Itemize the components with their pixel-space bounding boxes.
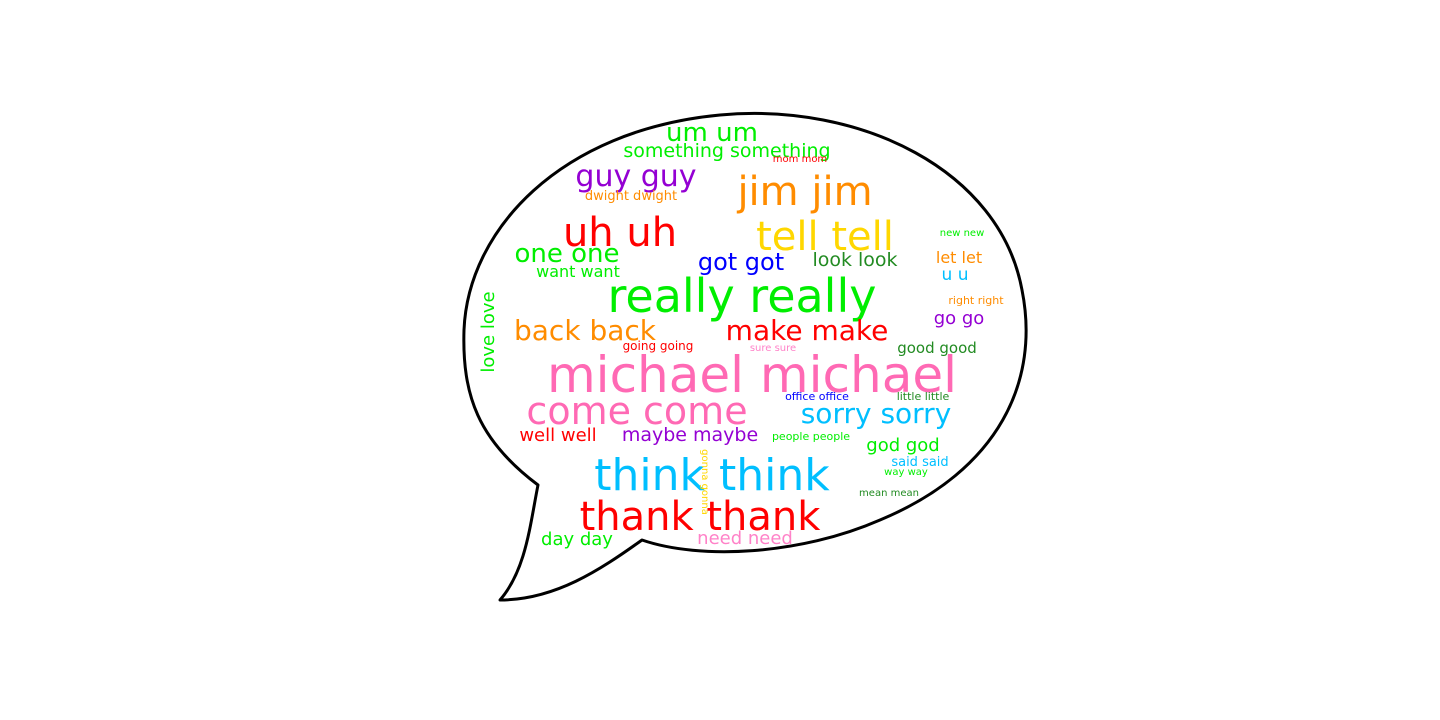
word-love: love love: [478, 291, 499, 372]
speech-bubble-outline: [462, 111, 1028, 602]
word-good: good good: [897, 339, 977, 357]
word-want: want want: [536, 262, 620, 281]
word-mean: mean mean: [859, 488, 919, 499]
word-sorry: sorry sorry: [801, 397, 952, 430]
word-way: way way: [884, 467, 928, 478]
word-one: one one: [514, 239, 619, 269]
word-jim: jim jim: [736, 169, 872, 215]
word-well: well well: [519, 425, 596, 446]
word-new: new new: [940, 228, 985, 239]
word-u: u u: [942, 265, 969, 285]
word-going: going going: [623, 339, 694, 353]
word-day: day day: [541, 529, 613, 550]
word-let: let let: [936, 248, 982, 267]
word-um: um um: [666, 118, 758, 148]
word-guy: guy guy: [575, 159, 696, 194]
word-got: got got: [698, 248, 784, 276]
word-michael: michael michael: [547, 346, 957, 404]
word-make: make make: [726, 314, 889, 347]
word-back: back back: [514, 314, 657, 347]
word-really: really really: [608, 269, 877, 323]
word-people: people people: [772, 430, 850, 443]
word-think: think think: [594, 450, 830, 501]
word-office: office office: [785, 390, 849, 403]
word-said: said said: [891, 455, 948, 470]
word-tell: tell tell: [756, 214, 894, 260]
word-mom: mom mom: [773, 154, 827, 165]
word-uh: uh uh: [563, 210, 677, 256]
word-maybe: maybe maybe: [622, 424, 758, 446]
word-look: look look: [812, 249, 897, 271]
word-dwight: dwight dwight: [585, 189, 677, 204]
word-need: need need: [697, 528, 793, 549]
word-little: little little: [897, 390, 950, 403]
word-sure: sure sure: [750, 343, 796, 354]
word-something: something something: [623, 140, 830, 162]
word-right: right right: [948, 294, 1004, 307]
word-come: come come: [526, 389, 747, 433]
word-thank: thank thank: [580, 494, 822, 540]
word-go: go go: [934, 308, 985, 329]
word-god: god god: [866, 435, 939, 456]
word-gonna: gonna gonna: [699, 449, 710, 515]
